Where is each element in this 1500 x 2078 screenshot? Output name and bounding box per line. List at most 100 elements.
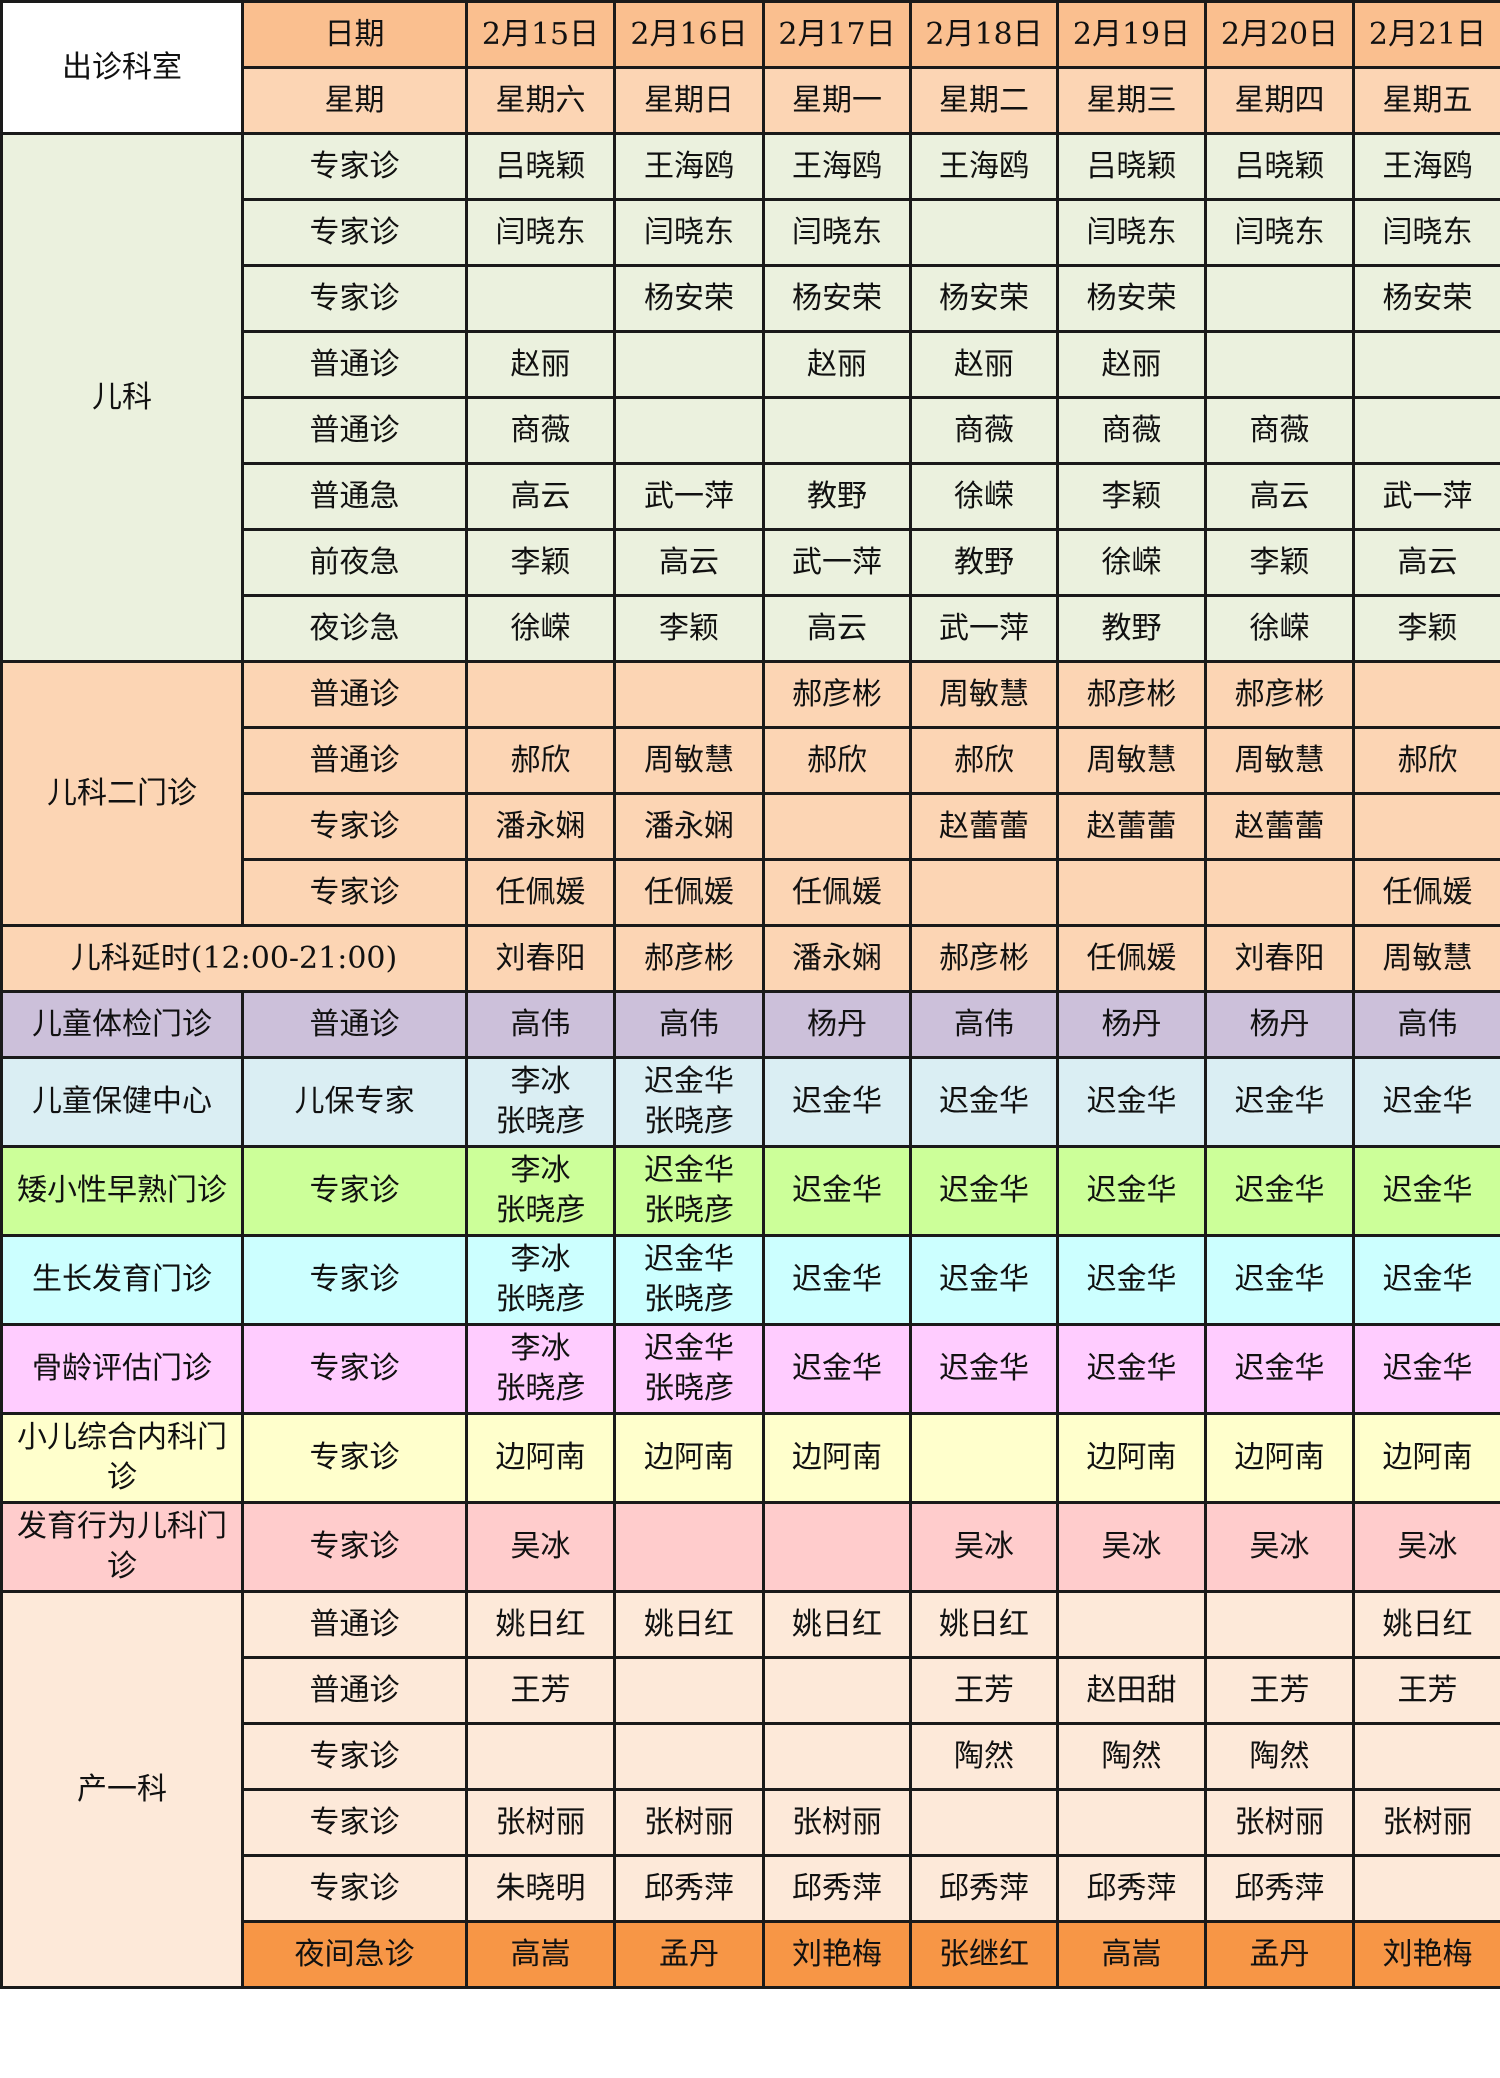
doctor-cell: 赵丽 [465,330,616,399]
schedule-row: 发育行为儿科门诊 专家诊 吴冰 吴冰 吴冰 吴冰 吴冰 [0,1501,1500,1593]
doctor-cell: 迟金华 [1056,1145,1207,1237]
doctor-cell: 刘艳梅 [1352,1920,1500,1989]
doctor-cell: 周敏慧 [1204,726,1355,795]
doctor-cell: 王海鸥 [613,132,765,201]
doctor-cell: 武一萍 [1352,462,1500,531]
doctor-cell: 边阿南 [1056,1412,1207,1504]
doctor-cell: 迟金华 [1056,1323,1207,1415]
clinic-type-cell: 专家诊 [241,858,468,927]
doctor-cell: 郝欣 [465,726,616,795]
doctor-cell: 迟金华 [1056,1056,1207,1148]
doctor-cell: 王芳 [909,1656,1059,1725]
department-cell: 骨龄评估门诊 [0,1323,244,1415]
doctor-cell: 迟金华 [1056,1234,1207,1326]
doctor-cell: 陶然 [909,1722,1059,1791]
doctor-cell: 高伟 [613,990,765,1059]
date-cell: 2月21日 [1352,0,1500,69]
doctor-cell: 姚日红 [1352,1590,1500,1659]
doctor-cell [1204,1590,1355,1659]
doctor-cell: 赵田甜 [1056,1656,1207,1725]
doctor-cell: 迟金华 [762,1234,912,1326]
doctor-cell: 任佩媛 [613,858,765,927]
schedule-row: 生长发育门诊 专家诊 李冰 张晓彦 迟金华 张晓彦 迟金华 迟金华 迟金华 迟金华 迟金华 [0,1234,1500,1326]
doctor-cell [1056,1590,1207,1659]
doctor-cell: 商薇 [1204,396,1355,465]
doctor-cell: 商薇 [465,396,616,465]
schedule-row: 前夜急 李颖 高云 武一萍 教野 徐嵘 李颖 高云 [2,528,1500,597]
doctor-cell: 武一萍 [909,594,1059,663]
doctor-cell: 姚日红 [762,1590,912,1659]
doctor-cell: 边阿南 [1352,1412,1500,1504]
clinic-type-cell: 专家诊 [241,1722,468,1791]
doctor-cell [1352,330,1500,399]
doctor-cell: 孟丹 [613,1920,765,1989]
schedule-row: 儿童体检门诊 普通诊 高伟 高伟 杨丹 高伟 杨丹 杨丹 高伟 [0,990,1500,1059]
doctor-cell: 赵蕾蕾 [1056,792,1207,861]
doctor-cell [613,660,765,729]
schedule-row: 夜诊急 徐嵘 李颖 高云 武一萍 教野 徐嵘 李颖 [2,594,1500,663]
doctor-cell: 潘永娴 [613,792,765,861]
date-cell: 2月16日 [613,0,765,69]
doctor-cell: 李冰 张晓彦 [465,1145,616,1237]
doctor-cell [1352,1722,1500,1791]
clinic-type-cell: 专家诊 [241,264,468,333]
doctor-cell: 迟金华 张晓彦 [613,1145,765,1237]
doctor-cell: 周敏慧 [909,660,1059,729]
doctor-cell: 潘永娴 [762,924,912,993]
doctor-cell: 边阿南 [465,1412,616,1504]
doctor-cell: 李颖 [1056,462,1207,531]
doctor-cell: 赵丽 [909,330,1059,399]
doctor-cell: 刘春阳 [1204,924,1355,993]
doctor-cell: 杨丹 [762,990,912,1059]
date-cell: 2月20日 [1204,0,1355,69]
doctor-cell: 教野 [762,462,912,531]
department-cell: 产一科 [0,1590,244,1989]
clinic-type-cell: 专家诊 [241,198,468,267]
clinic-type-cell: 专家诊 [241,1234,468,1326]
doctor-cell: 王海鸥 [909,132,1059,201]
doctor-cell: 潘永娴 [465,792,616,861]
schedule-row: 专家诊 闫晓东 闫晓东 闫晓东 闫晓东 闫晓东 闫晓东 [2,198,1500,267]
doctor-cell: 教野 [909,528,1059,597]
doctor-cell: 边阿南 [613,1412,765,1504]
doctor-cell: 邱秀萍 [1056,1854,1207,1923]
doctor-cell: 杨安荣 [1352,264,1500,333]
doctor-cell: 杨安荣 [613,264,765,333]
doctor-cell: 闫晓东 [762,198,912,267]
doctor-cell: 邱秀萍 [1204,1854,1355,1923]
clinic-type-cell: 普通诊 [241,726,468,795]
clinic-type-cell: 专家诊 [241,1854,468,1923]
doctor-cell [1204,330,1355,399]
doctor-cell [909,198,1059,267]
doctor-cell: 张继红 [909,1920,1059,1989]
doctor-cell: 赵丽 [762,330,912,399]
doctor-cell [465,264,616,333]
schedule-row: 专家诊 陶然 陶然 陶然 [2,1722,1500,1791]
doctor-cell: 郝欣 [762,726,912,795]
doctor-cell: 朱晓明 [465,1854,616,1923]
doctor-cell [465,1722,616,1791]
doctor-cell: 赵蕾蕾 [1204,792,1355,861]
schedule-row: 儿科二门诊 普通诊 郝彦彬 周敏慧 郝彦彬 郝彦彬 [0,660,1500,927]
doctor-cell: 闫晓东 [613,198,765,267]
schedule-row: 专家诊 朱晓明 邱秀萍 邱秀萍 邱秀萍 邱秀萍 邱秀萍 [2,1854,1500,1923]
department-cell: 儿科二门诊 [0,660,244,927]
doctor-cell: 姚日红 [465,1590,616,1659]
department-cell: 矮小性早熟门诊 [0,1145,244,1237]
doctor-cell: 张树丽 [762,1788,912,1857]
clinic-type-cell: 普通诊 [241,660,468,729]
doctor-cell: 徐嵘 [909,462,1059,531]
schedule-row: 普通急 高云 武一萍 教野 徐嵘 李颖 高云 武一萍 [2,462,1500,531]
clinic-type-cell: 普通诊 [241,1590,468,1659]
doctor-cell: 任佩媛 [465,858,616,927]
date-cell: 2月17日 [762,0,912,69]
doctor-cell: 迟金华 [1204,1056,1355,1148]
department-cell: 发育行为儿科门诊 [0,1501,244,1593]
doctor-cell: 李冰 张晓彦 [465,1323,616,1415]
doctor-cell: 闫晓东 [1204,198,1355,267]
doctor-cell: 郝彦彬 [613,924,765,993]
doctor-cell: 高云 [465,462,616,531]
date-row: 出诊科室 日期 2月15日 2月16日 2月17日 2月18日 2月19日 2月20日 2月… [0,0,1500,135]
doctor-cell [1204,264,1355,333]
doctor-cell: 高嵩 [1056,1920,1207,1989]
